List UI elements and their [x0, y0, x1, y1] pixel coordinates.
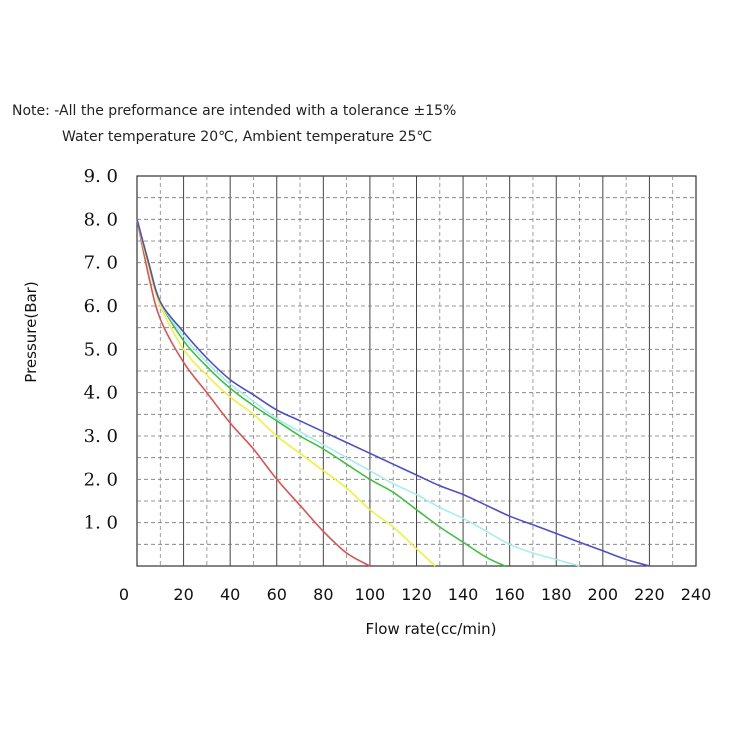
y-tick-label: 9. 0 [84, 166, 118, 187]
x-tick-label: 200 [588, 585, 619, 604]
y-tick-label: 8. 0 [84, 209, 118, 230]
x-axis-title: Flow rate(cc/min) [365, 620, 496, 638]
y-tick-label: 1. 0 [84, 513, 118, 534]
chart-series [136, 219, 650, 567]
chart-grid [136, 175, 697, 567]
series-line-5 [136, 219, 650, 567]
series-line-4 [136, 219, 580, 567]
x-axis-ticks: 0 20 40 60 80 100 120 140 160 180 200 220 240 [119, 585, 711, 604]
x-tick-label: 140 [448, 585, 479, 604]
y-tick-label: 4. 0 [84, 383, 118, 404]
x-tick-label: 220 [634, 585, 665, 604]
x-tick-label: 160 [494, 585, 525, 604]
x-tick-label: 180 [541, 585, 572, 604]
x-tick-label: 0 [119, 585, 129, 604]
x-tick-label: 120 [401, 585, 432, 604]
series-line-3 [136, 219, 506, 567]
y-tick-label: 2. 0 [84, 469, 118, 490]
x-tick-label: 60 [267, 585, 287, 604]
series-line-2 [136, 219, 436, 567]
y-tick-label: 6. 0 [84, 296, 118, 317]
note-line-1: Note: -All the preformance are intended … [12, 103, 457, 119]
series-line-1 [136, 219, 371, 567]
y-axis-title: Pressure(Bar) [22, 281, 40, 382]
y-tick-label: 3. 0 [84, 426, 118, 447]
x-tick-label: 80 [313, 585, 333, 604]
chart-note: Note: -All the preformance are intended … [12, 98, 456, 150]
y-tick-label: 7. 0 [84, 253, 118, 274]
y-tick-label: 5. 0 [84, 339, 118, 360]
note-line-2: Water temperature 20℃, Ambient temperatu… [62, 129, 433, 145]
x-tick-label: 40 [220, 585, 240, 604]
y-axis-ticks: 9. 0 8. 0 7. 0 6. 0 5. 0 4. 0 3. 0 2. 0 1. 0 [84, 166, 118, 534]
x-tick-label: 20 [173, 585, 193, 604]
x-tick-label: 240 [681, 585, 712, 604]
x-tick-label: 100 [355, 585, 386, 604]
